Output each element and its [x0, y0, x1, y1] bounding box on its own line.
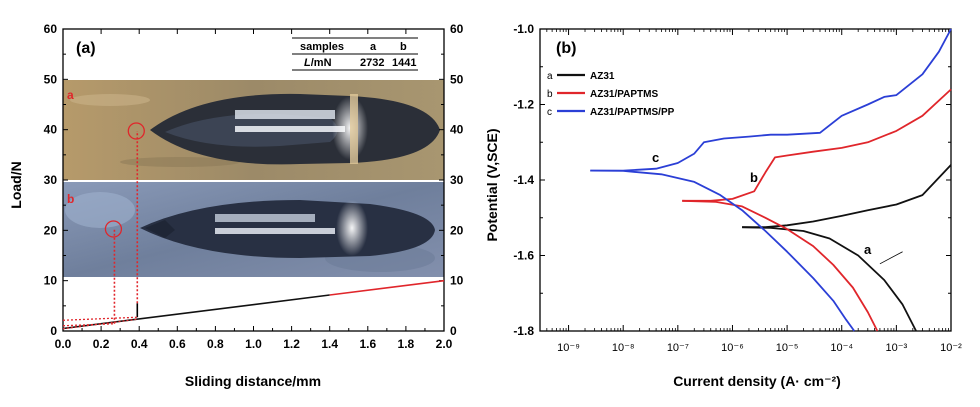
y-right-tick-label-a: 10 [450, 274, 464, 288]
x-tick-label-a: 0.0 [55, 337, 72, 351]
legend-key-c: c [547, 107, 552, 118]
critical-circle-a [127, 122, 145, 140]
legend: a AZ31 b AZ31/PAPTMS c AZ31/PAPTMS/PP [547, 71, 675, 118]
x-tick-label-a: 1.4 [321, 337, 338, 351]
x-tick-label-a: 1.6 [359, 337, 376, 351]
y-tick-label-a: 60 [44, 22, 58, 36]
y-tick-label-a: 30 [44, 173, 58, 187]
x-axis-label-a: Sliding distance/mm [185, 373, 321, 389]
x-tick-label-a: 0.6 [169, 337, 186, 351]
x-tick-label-b: 10⁻⁷ [667, 342, 689, 354]
legend-name-c: AZ31/PAPTMS/PP [590, 107, 675, 118]
y-tick-label-b: -1.4 [513, 173, 534, 187]
y-tick-label-a: 40 [44, 123, 58, 137]
x-tick-label-b: 10⁻⁸ [612, 342, 635, 354]
critical-dash-b-horizontal [62, 323, 115, 327]
series-b-cathodic [682, 199, 879, 332]
y-tick-label-b: -1.2 [513, 98, 534, 112]
x-tick-label-b: 10⁻⁴ [830, 342, 853, 354]
x-tick-label-b: 10⁻⁶ [721, 342, 744, 354]
x-tick-label-b: 10⁻⁹ [557, 342, 580, 354]
legend-key-a: a [547, 71, 553, 82]
y-tick-label-a: 20 [44, 223, 58, 237]
x-tick-label-a: 2.0 [436, 337, 453, 351]
y-tick-label-a: 50 [44, 72, 58, 86]
series-b-anodic [682, 88, 952, 202]
y-tick-label-b: -1.6 [513, 249, 534, 263]
x-tick-label-a: 0.2 [93, 337, 110, 351]
x-tick-label-a: 1.0 [245, 337, 262, 351]
panel-b-label: (b) [556, 40, 576, 57]
panel-b: 10⁻⁹ 10⁻⁸ 10⁻⁷ 10⁻⁶ 10⁻⁵ 10⁻⁴ 10⁻³ 10⁻² -1.0 -1.2… [484, 22, 962, 389]
critical-load-table: samples a b L/mN 2732 1441 [292, 37, 418, 71]
critical-dash-extra [62, 318, 138, 330]
y-right-tick-label-a: 20 [450, 223, 464, 237]
x-axis-label-b: Current density (A· cm⁻²) [673, 373, 841, 389]
table-header-samples: samples [300, 41, 344, 53]
load-line-end [329, 279, 445, 296]
critical-circle-b [104, 220, 123, 238]
x-tick-label-b: 10⁻⁵ [776, 342, 799, 354]
y-tick-label-a: 0 [50, 324, 57, 338]
x-tick-label-a: 1.8 [398, 337, 415, 351]
curve-label-b: b [750, 170, 758, 185]
y-tick-label-b: -1.0 [513, 22, 534, 36]
x-tick-label-a: 0.4 [131, 337, 148, 351]
y-right-tick-label-a: 50 [450, 72, 464, 86]
x-tick-label-a: 1.2 [283, 337, 300, 351]
micrograph-a [63, 80, 444, 180]
y-axis-label-a: Load/N [8, 161, 24, 208]
image-label-b: b [67, 192, 74, 206]
panel-a: 0.0 0.2 0.4 0.6 0.8 1.0 1.2 1.4 1.6 1.8 2.00 010 102… [8, 22, 464, 389]
table-header-a: a [370, 41, 377, 53]
curve-label-a-leader [879, 251, 903, 265]
y-tick-label-b: -1.8 [513, 324, 534, 338]
legend-name-a: AZ31 [590, 71, 615, 82]
curve-label-c: c [652, 150, 659, 165]
y-axis-label-b: Potential (V,SCE) [484, 128, 500, 241]
critical-dash-a-horizontal [62, 316, 138, 321]
y-right-tick-label-a: 60 [450, 22, 464, 36]
table-header-b: b [400, 41, 407, 53]
legend-key-b: b [547, 89, 553, 100]
plot-area-a: 0.0 0.2 0.4 0.6 0.8 1.0 1.2 1.4 1.6 1.8 2.00 010 102… [44, 22, 464, 351]
series-a-anodic [742, 164, 952, 229]
x-tick-label-b: 10⁻² [940, 342, 962, 354]
table-value-a: 2732 [360, 57, 384, 69]
series-c-anodic [590, 28, 952, 172]
y-tick-label-a: 10 [44, 274, 58, 288]
series-c-cathodic [590, 169, 856, 332]
micrograph-b [63, 182, 444, 277]
image-label-a: a [67, 88, 74, 102]
y-right-tick-label-a: 30 [450, 173, 464, 187]
x-tick-label-b: 10⁻³ [886, 342, 908, 354]
panel-a-label: (a) [76, 40, 96, 57]
table-row-label: L/mN [304, 57, 332, 69]
y-right-tick-label-a: 40 [450, 123, 464, 137]
plot-area-b: 10⁻⁹ 10⁻⁸ 10⁻⁷ 10⁻⁶ 10⁻⁵ 10⁻⁴ 10⁻³ 10⁻² -1.0 -1.2… [513, 22, 962, 354]
curve-label-a: a [864, 242, 872, 257]
series-a-cathodic [742, 226, 917, 332]
x-tick-label-a: 0.8 [207, 337, 224, 351]
table-value-b: 1441 [392, 57, 416, 69]
y-right-tick-label-a: 0 [450, 324, 457, 338]
legend-name-b: AZ31/PAPTMS [590, 89, 658, 100]
